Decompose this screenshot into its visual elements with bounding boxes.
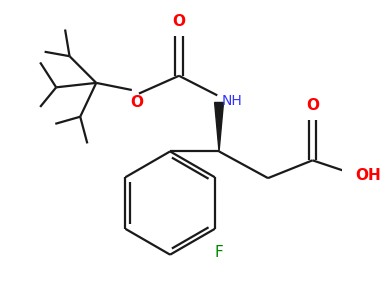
Text: O: O bbox=[131, 95, 144, 110]
Text: O: O bbox=[173, 14, 186, 29]
Text: F: F bbox=[215, 245, 224, 260]
Text: OH: OH bbox=[355, 168, 381, 183]
Text: NH: NH bbox=[222, 94, 242, 108]
Polygon shape bbox=[215, 102, 224, 151]
Text: O: O bbox=[306, 98, 319, 113]
